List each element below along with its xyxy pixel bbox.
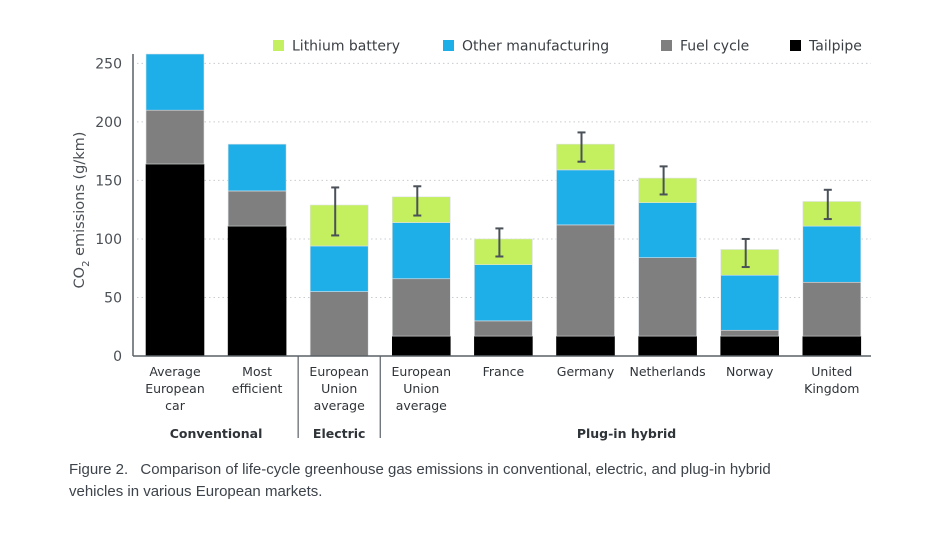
x-tick-label: European Union average bbox=[392, 364, 452, 413]
legend-swatch-lithium-battery bbox=[273, 40, 284, 51]
bar-segment-fuel-cycle bbox=[802, 281, 862, 337]
y-tick-label: 250 bbox=[95, 56, 122, 72]
bar-segment-lithium-battery bbox=[720, 249, 780, 276]
bar-segment-lithium-battery bbox=[556, 143, 615, 171]
x-tick-label-line: Kingdom bbox=[804, 381, 859, 396]
x-tick-label-line: Union bbox=[403, 381, 439, 396]
x-tick-label-line: Most bbox=[242, 364, 272, 379]
bar-segment-tailpipe bbox=[556, 335, 615, 357]
bar-segment-fuel-cycle bbox=[391, 278, 451, 337]
x-tick-label-line: European bbox=[309, 364, 369, 379]
y-tick-label: 100 bbox=[95, 232, 122, 248]
bar-segment-fuel-cycle bbox=[227, 190, 287, 227]
x-tick-label-line: United bbox=[811, 364, 852, 379]
bar-segment-other-manufacturing bbox=[556, 169, 615, 226]
y-axis-label-rest: emissions (g/km) bbox=[72, 132, 88, 261]
bars bbox=[145, 53, 862, 357]
group-label: Plug-in hybrid bbox=[577, 426, 676, 441]
x-tick-label: United Kingdom bbox=[804, 364, 859, 396]
y-axis-label-main: CO bbox=[72, 267, 88, 289]
legend-swatch-other-manufacturing bbox=[443, 40, 454, 51]
group-label: Electric bbox=[313, 426, 366, 441]
x-tick-label-line: France bbox=[483, 364, 525, 379]
x-tick-label-line: Norway bbox=[726, 364, 774, 379]
x-tick-label: Germany bbox=[557, 364, 615, 379]
bar-segment-tailpipe bbox=[145, 163, 205, 357]
group-label: Conventional bbox=[170, 426, 263, 441]
x-tick-label-line: average bbox=[314, 398, 365, 413]
y-tick-label: 150 bbox=[95, 173, 122, 189]
error-bars bbox=[331, 131, 832, 269]
bar-segment-tailpipe bbox=[720, 335, 780, 357]
x-tick-label: Norway bbox=[726, 364, 774, 379]
legend-label: Tailpipe bbox=[808, 39, 862, 55]
y-axis-label: CO2 emissions (g/km) bbox=[72, 132, 92, 289]
x-tick-label-line: European bbox=[392, 364, 452, 379]
x-tick-label-line: Germany bbox=[557, 364, 615, 379]
legend: Lithium battery Other manufacturing Fuel c… bbox=[273, 39, 862, 55]
bar-segment-tailpipe bbox=[227, 225, 287, 357]
y-tick-label: 50 bbox=[104, 290, 122, 306]
bar-segment-fuel-cycle bbox=[638, 257, 697, 337]
bar-segment-fuel-cycle bbox=[474, 320, 533, 337]
bar-segment-other-manufacturing bbox=[474, 264, 533, 322]
axes: 0 50 100 150 200 250 Average European car Most eff… bbox=[95, 54, 871, 441]
legend-swatch-tailpipe bbox=[790, 40, 801, 51]
bar-segment-other-manufacturing bbox=[309, 245, 369, 292]
x-tick-label: France bbox=[483, 364, 525, 379]
bar-segment-fuel-cycle bbox=[556, 224, 615, 337]
bar-segment-fuel-cycle bbox=[145, 109, 205, 165]
bar-segment-tailpipe bbox=[638, 335, 697, 357]
bar-segment-tailpipe bbox=[391, 335, 451, 357]
bar-segment-fuel-cycle bbox=[309, 291, 369, 357]
bar-segment-fuel-cycle bbox=[720, 329, 780, 337]
y-tick-label: 0 bbox=[113, 349, 122, 365]
x-tick-label-line: average bbox=[396, 398, 447, 413]
figure-caption: Figure 2. Comparison of life-cycle green… bbox=[69, 459, 809, 503]
x-tick-label: European Union average bbox=[309, 364, 369, 413]
x-tick-label-line: European bbox=[145, 381, 205, 396]
bar-segment-tailpipe bbox=[474, 335, 533, 357]
bar-segment-other-manufacturing bbox=[391, 222, 451, 280]
bar-segment-other-manufacturing bbox=[802, 225, 862, 283]
bar-segment-other-manufacturing bbox=[638, 202, 697, 258]
bar-segment-other-manufacturing bbox=[145, 53, 205, 111]
bar-segment-lithium-battery bbox=[391, 196, 451, 223]
bar-segment-other-manufacturing bbox=[227, 143, 287, 192]
y-axis-label-subscript: 2 bbox=[81, 261, 92, 267]
legend-label: Fuel cycle bbox=[680, 39, 749, 55]
legend-swatch-fuel-cycle bbox=[661, 40, 672, 51]
caption-text: Comparison of life-cycle greenhouse gas … bbox=[69, 461, 771, 500]
x-tick-label: Most efficient bbox=[232, 364, 283, 396]
bar-segment-lithium-battery bbox=[474, 238, 533, 265]
legend-label: Lithium battery bbox=[292, 39, 400, 55]
y-tick-label: 200 bbox=[95, 115, 122, 131]
x-tick-label-line: Union bbox=[321, 381, 357, 396]
bar-segment-lithium-battery bbox=[638, 177, 697, 203]
x-tick-label-line: car bbox=[165, 398, 186, 413]
bar-segment-tailpipe bbox=[802, 335, 862, 357]
x-tick-label: Average European car bbox=[145, 364, 205, 413]
bar-segment-lithium-battery bbox=[309, 204, 369, 247]
x-tick-label-line: efficient bbox=[232, 381, 283, 396]
bar-segment-lithium-battery bbox=[802, 201, 862, 227]
x-tick-label: Netherlands bbox=[629, 364, 705, 379]
figure-label: Figure 2. bbox=[69, 461, 129, 478]
legend-label: Other manufacturing bbox=[462, 39, 609, 55]
x-tick-label-line: Netherlands bbox=[629, 364, 705, 379]
x-tick-label-line: Average bbox=[149, 364, 201, 379]
bar-segment-other-manufacturing bbox=[720, 274, 780, 331]
